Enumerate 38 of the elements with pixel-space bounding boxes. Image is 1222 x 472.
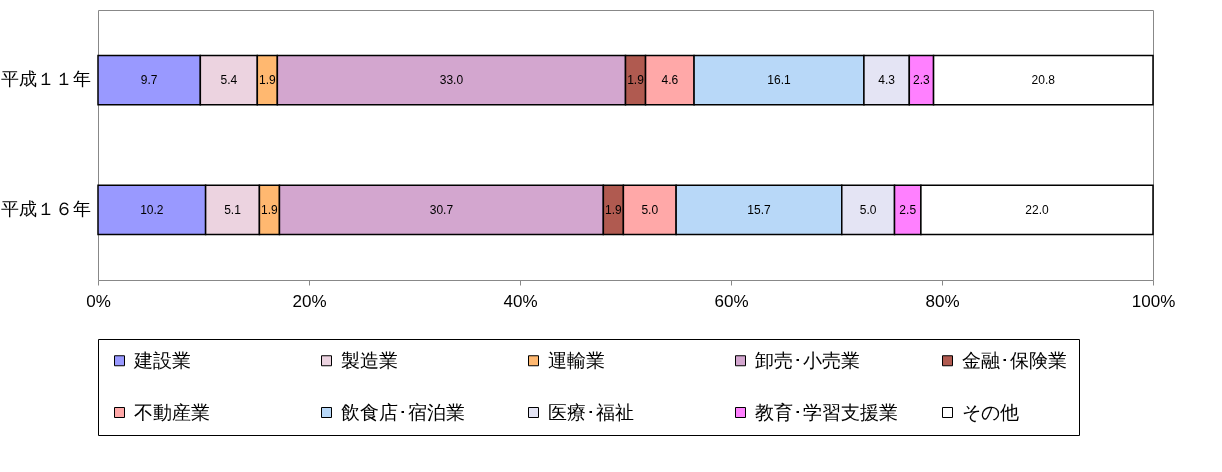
data-label: 5.0 xyxy=(859,202,877,217)
data-label: 16.1 xyxy=(767,73,791,88)
legend-label: 医療･福祉 xyxy=(548,401,634,423)
legend-label: 卸売･小売業 xyxy=(755,349,860,371)
x-tick-label: 80% xyxy=(925,291,960,311)
legend-label: 製造業 xyxy=(341,349,398,371)
data-label: 1.9 xyxy=(258,73,276,88)
legend-label: 金融･保険業 xyxy=(962,349,1067,371)
x-tick-label: 60% xyxy=(714,291,749,311)
x-tick-label: 0% xyxy=(86,291,111,311)
x-tick-label: 40% xyxy=(503,291,538,311)
data-label: 2.3 xyxy=(913,73,931,88)
data-label: 30.7 xyxy=(429,202,454,217)
data-label: 33.0 xyxy=(439,73,464,88)
x-tick-label: 20% xyxy=(292,291,327,311)
data-label: 22.0 xyxy=(1025,202,1049,217)
data-label: 2.5 xyxy=(899,202,917,217)
data-label: 1.9 xyxy=(261,202,279,217)
data-label: 5.4 xyxy=(220,73,238,88)
data-label: 9.7 xyxy=(140,73,158,88)
legend-label: 運輸業 xyxy=(548,349,605,371)
data-label: 4.3 xyxy=(878,73,896,88)
data-label: 10.2 xyxy=(140,202,164,217)
data-label: 1.9 xyxy=(627,73,645,88)
data-label: 20.8 xyxy=(1031,73,1056,88)
legend-label: その他 xyxy=(962,401,1019,423)
legend-label: 建設業 xyxy=(133,349,191,371)
data-label: 5.1 xyxy=(224,202,242,217)
legend-label: 教育･学習支援業 xyxy=(755,401,898,423)
y-tick-label: 平成１６年 xyxy=(0,198,91,219)
data-label: 4.6 xyxy=(661,73,679,88)
data-label: 5.0 xyxy=(641,202,659,217)
data-label: 1.9 xyxy=(605,202,623,217)
data-label: 15.7 xyxy=(747,202,771,217)
y-tick-label: 平成１１年 xyxy=(0,69,91,90)
legend-label: 飲食店･宿泊業 xyxy=(341,401,465,423)
x-tick-label: 100% xyxy=(1131,291,1176,311)
legend-label: 不動産業 xyxy=(134,401,210,423)
